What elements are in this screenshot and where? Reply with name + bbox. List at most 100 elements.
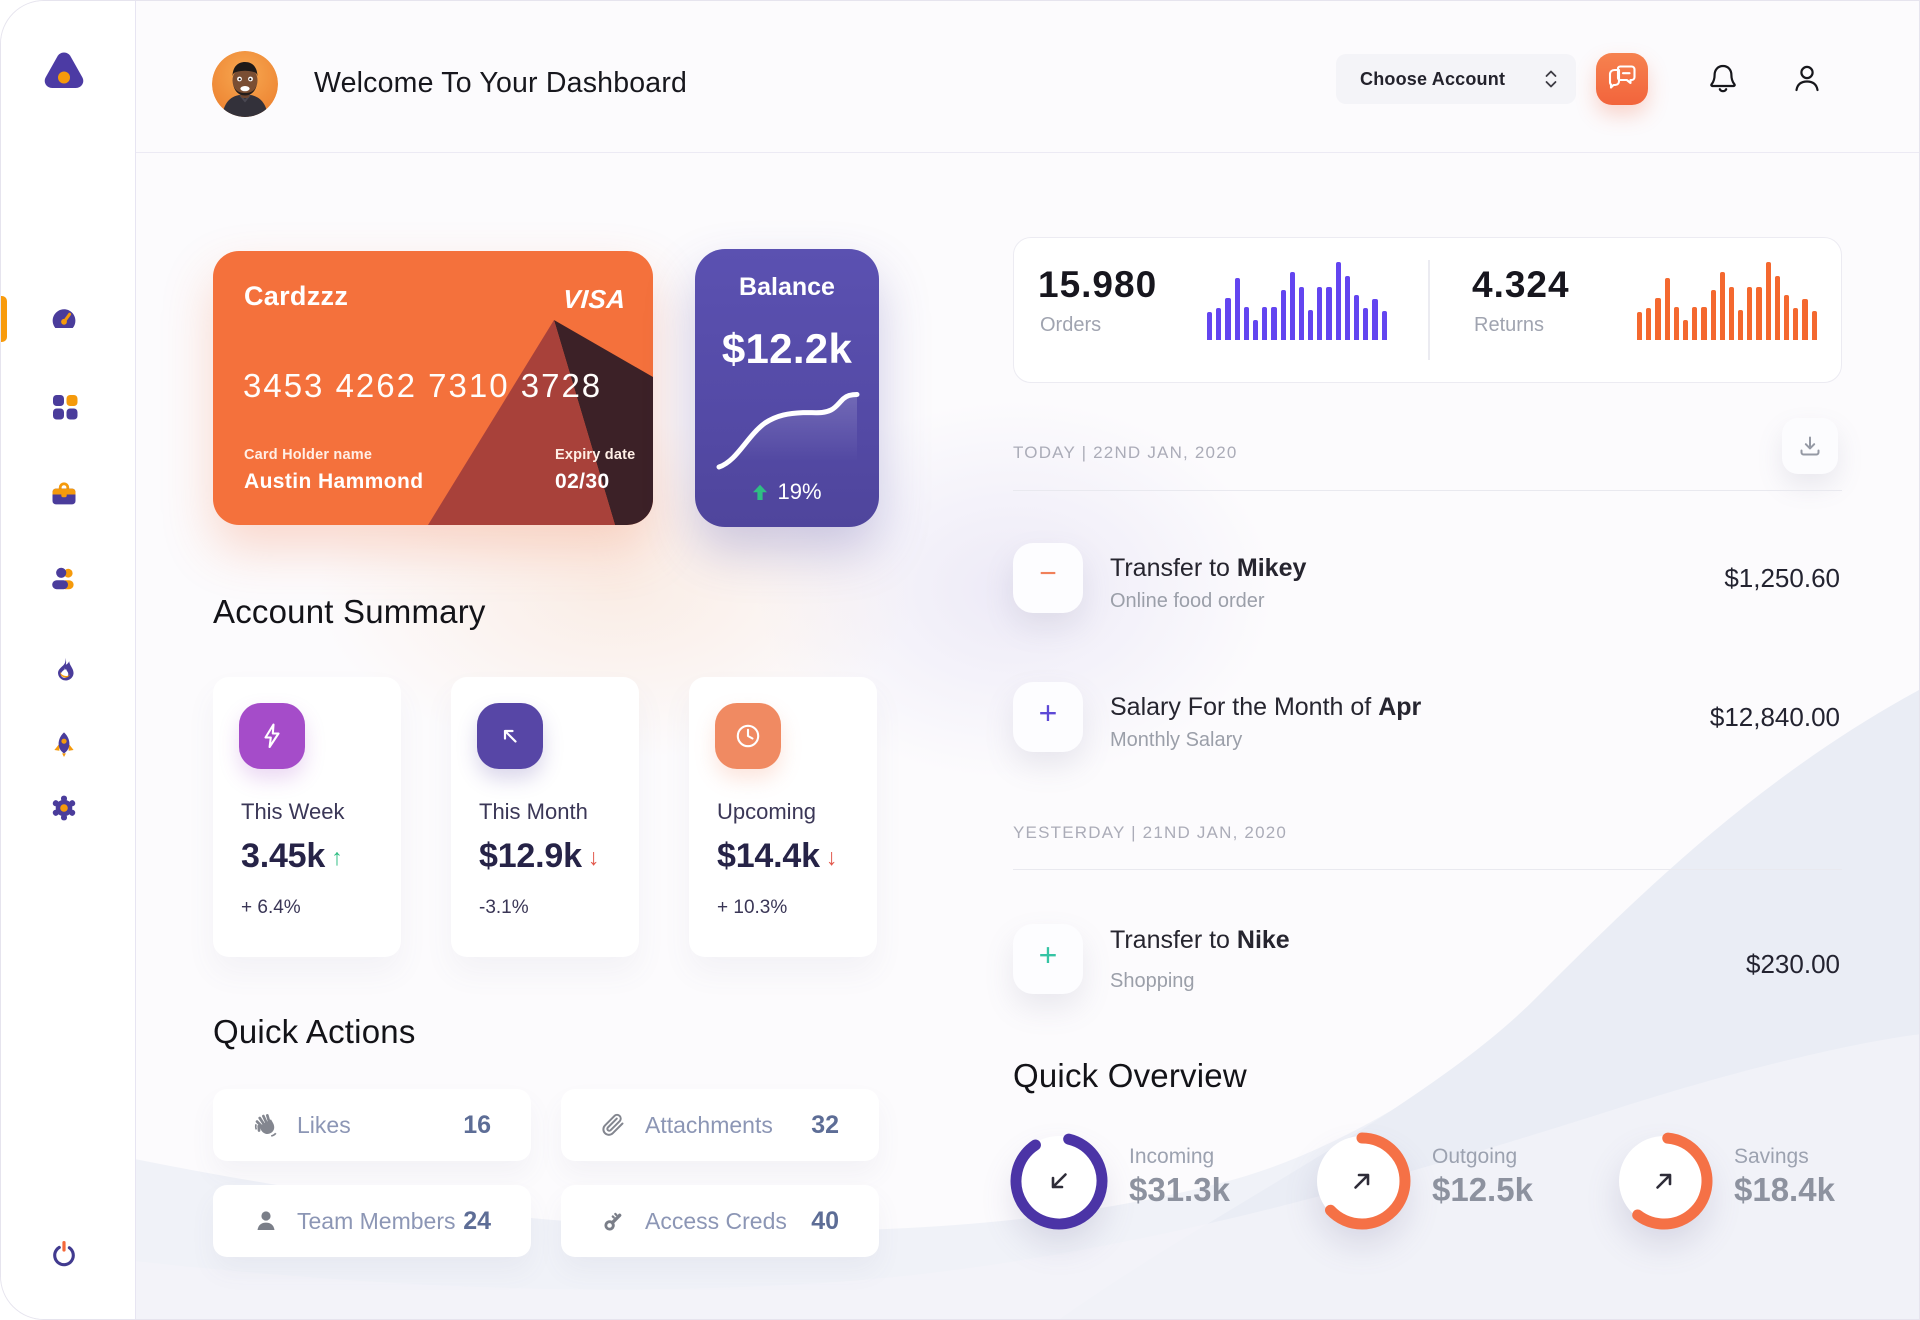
summary-delta: + 10.3% bbox=[717, 897, 788, 918]
summary-card-upcoming[interactable]: Upcoming $14.4k ↓ + 10.3% bbox=[689, 677, 877, 957]
stats-divider bbox=[1428, 260, 1430, 360]
summary-value: $14.4k ↓ bbox=[717, 837, 838, 875]
card-expiry-label: Expiry date bbox=[555, 447, 636, 463]
app-logo bbox=[36, 46, 92, 96]
quick-action-count: 40 bbox=[811, 1207, 839, 1235]
bell-icon bbox=[1710, 64, 1736, 93]
sidebar-item-team[interactable] bbox=[50, 564, 78, 592]
balance-card[interactable]: Balance $12.2k 19% bbox=[695, 249, 879, 527]
dashboard-icon bbox=[50, 309, 78, 335]
orders-bar-chart bbox=[1207, 262, 1387, 340]
balance-amount: $12.2k bbox=[721, 325, 853, 372]
sidebar-item-trending[interactable] bbox=[50, 656, 78, 684]
overview-ring-outgoing bbox=[1308, 1127, 1416, 1235]
tx-amount: $12,840.00 bbox=[1709, 702, 1840, 732]
tx-amount: $1,250.60 bbox=[1724, 563, 1840, 593]
balance-title: Balance bbox=[739, 273, 835, 301]
tx-icon-tile: − bbox=[1013, 543, 1083, 613]
download-button[interactable] bbox=[1782, 418, 1838, 474]
summary-label: This Month bbox=[479, 799, 588, 824]
quick-action-label: Attachments bbox=[645, 1112, 773, 1138]
overview-label: Outgoing bbox=[1432, 1145, 1518, 1168]
main-area: Welcome To Your Dashboard Choose Account bbox=[136, 1, 1919, 1319]
orders-returns-card: 15.980 Orders 4.324 Returns bbox=[1013, 237, 1842, 383]
tx-divider bbox=[1013, 490, 1842, 491]
profile-button[interactable] bbox=[1790, 61, 1824, 95]
user-group-icon bbox=[50, 567, 78, 596]
summary-card-this-week[interactable]: This Week 3.45k ↑ + 6.4% bbox=[213, 677, 401, 957]
summary-delta: + 6.4% bbox=[241, 897, 301, 918]
summary-delta: -3.1% bbox=[479, 897, 529, 918]
sidebar-item-launch[interactable] bbox=[50, 731, 78, 759]
balance-change: 19% bbox=[777, 479, 822, 504]
card-holder-name: Austin Hammond bbox=[244, 470, 424, 493]
overview-value: $18.4k bbox=[1734, 1171, 1835, 1208]
credit-card[interactable]: Cardzzz VISA 3453 4262 7310 3728 Card Ho… bbox=[213, 251, 653, 525]
card-decoration bbox=[428, 320, 653, 525]
briefcase-icon bbox=[50, 482, 78, 512]
progress-ring bbox=[1010, 1132, 1108, 1230]
avatar[interactable] bbox=[212, 51, 278, 117]
clock-icon bbox=[715, 703, 781, 769]
returns-label: Returns bbox=[1474, 314, 1545, 336]
account-selector[interactable]: Choose Account bbox=[1336, 54, 1576, 104]
overview-value: $31.3k bbox=[1129, 1171, 1230, 1208]
quick-action-likes[interactable]: Likes 16 bbox=[213, 1089, 531, 1161]
summary-card-this-month[interactable]: This Month $12.9k ↓ -3.1% bbox=[451, 677, 639, 957]
person-icon bbox=[253, 1208, 279, 1234]
key-icon bbox=[601, 1208, 627, 1234]
quick-action-label: Team Members bbox=[297, 1208, 456, 1234]
messages-button[interactable] bbox=[1596, 53, 1648, 105]
card-expiry-value: 02/30 bbox=[555, 470, 610, 493]
gear-icon bbox=[50, 795, 78, 826]
tx-icon-tile: + bbox=[1013, 924, 1083, 994]
arrow-up-left-icon bbox=[477, 703, 543, 769]
arrow-up-icon bbox=[753, 484, 768, 500]
page-title: Welcome To Your Dashboard bbox=[314, 67, 688, 99]
orders-label: Orders bbox=[1040, 314, 1102, 336]
overview-label: Savings bbox=[1734, 1145, 1809, 1168]
grid-icon bbox=[50, 395, 78, 424]
arrow-up-right-icon bbox=[1656, 1173, 1672, 1189]
sidebar bbox=[1, 1, 136, 1319]
tx-title: Transfer to Nike bbox=[1110, 926, 1290, 954]
power-icon bbox=[50, 1240, 78, 1272]
paperclip-icon bbox=[601, 1112, 627, 1138]
chevron-up-down-icon bbox=[1545, 70, 1557, 88]
wave-hand-icon bbox=[253, 1112, 279, 1138]
card-number: 3453 4262 7310 3728 bbox=[243, 367, 603, 404]
summary-label: This Week bbox=[241, 799, 345, 824]
sidebar-item-settings[interactable] bbox=[50, 794, 78, 822]
tx-note: Shopping bbox=[1110, 970, 1195, 992]
chat-icon bbox=[1608, 65, 1636, 89]
notifications-button[interactable] bbox=[1706, 61, 1740, 95]
quick-action-label: Likes bbox=[297, 1112, 351, 1138]
active-nav-indicator bbox=[1, 296, 7, 342]
tx-note: Online food order bbox=[1110, 590, 1265, 612]
tx-amount: $230.00 bbox=[1746, 949, 1840, 979]
sidebar-item-dashboard[interactable] bbox=[50, 303, 78, 331]
user-icon bbox=[1795, 65, 1819, 92]
header-divider bbox=[136, 152, 1919, 153]
plus-icon: + bbox=[1038, 695, 1058, 731]
returns-value: 4.324 bbox=[1472, 264, 1570, 305]
quick-action-count: 24 bbox=[463, 1207, 491, 1235]
quick-action-label: Access Creds bbox=[645, 1208, 787, 1234]
rocket-icon bbox=[50, 732, 78, 763]
quick-overview-heading: Quick Overview bbox=[1013, 1057, 1247, 1094]
logout-button[interactable] bbox=[50, 1240, 78, 1268]
sidebar-item-apps[interactable] bbox=[50, 392, 78, 420]
card-name: Cardzzz bbox=[244, 281, 349, 311]
tx-divider bbox=[1013, 869, 1842, 870]
quick-action-count: 16 bbox=[463, 1111, 491, 1139]
summary-value: 3.45k ↑ bbox=[241, 837, 343, 875]
orders-value: 15.980 bbox=[1038, 264, 1158, 305]
download-icon bbox=[1800, 436, 1820, 456]
quick-action-attachments[interactable]: Attachments 32 bbox=[561, 1089, 879, 1161]
overview-ring-incoming bbox=[1005, 1127, 1113, 1235]
sidebar-item-portfolio[interactable] bbox=[50, 480, 78, 508]
quick-action-team-members[interactable]: Team Members 24 bbox=[213, 1185, 531, 1257]
tx-note: Monthly Salary bbox=[1110, 729, 1243, 751]
quick-action-access-creds[interactable]: Access Creds 40 bbox=[561, 1185, 879, 1257]
